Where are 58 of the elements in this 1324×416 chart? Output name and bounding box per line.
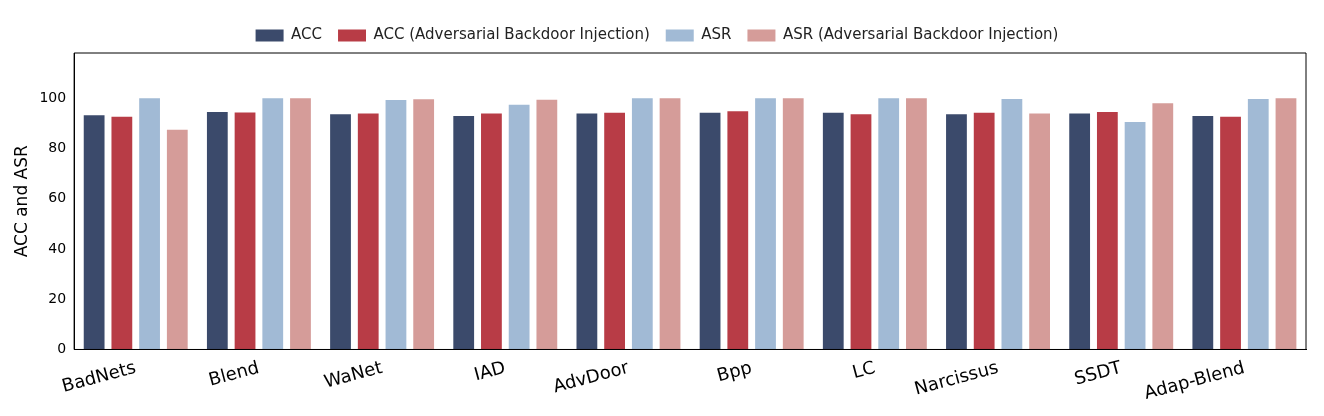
legend-label: ASR — [701, 25, 732, 44]
y-tick-label: 40 — [48, 239, 67, 256]
bar — [262, 98, 284, 350]
y-tick-label: 80 — [48, 139, 67, 156]
bar — [1152, 103, 1174, 350]
bar — [906, 98, 927, 350]
y-tick-label: 60 — [48, 189, 67, 206]
x-tick-label: Blend — [206, 356, 262, 390]
bar — [822, 112, 844, 350]
x-tick-label: SSDT — [1071, 355, 1125, 389]
bar — [385, 99, 407, 350]
bar — [290, 98, 311, 350]
x-tick-label: WaNet — [321, 356, 385, 392]
bar — [330, 114, 351, 350]
x-tick-label: IAD — [471, 356, 508, 385]
y-tick-label: 20 — [48, 289, 67, 306]
bar — [755, 98, 776, 350]
bar — [413, 99, 435, 350]
bar — [973, 112, 995, 350]
bar — [1029, 113, 1050, 350]
bar — [631, 98, 653, 350]
bar — [206, 112, 228, 350]
bar — [946, 114, 967, 350]
bar — [83, 115, 105, 350]
bar — [1096, 112, 1118, 350]
y-axis-title: ACC and ASR — [10, 145, 31, 258]
x-tick-label: LC — [849, 356, 878, 383]
bar — [1247, 98, 1269, 350]
bar — [166, 129, 188, 350]
bar — [699, 112, 721, 350]
bar — [508, 104, 530, 350]
x-tick-label: BadNets — [59, 356, 138, 396]
bar — [1192, 116, 1214, 350]
legend-label: ACC (Adversarial Backdoor Injection) — [373, 25, 650, 44]
y-tick-label: 0 — [57, 340, 67, 357]
bar — [659, 98, 681, 350]
bar — [453, 116, 475, 350]
x-tick-label: Bpp — [714, 356, 754, 386]
bar — [1275, 98, 1297, 350]
bar — [576, 113, 598, 350]
y-tick-label: 100 — [39, 88, 67, 105]
bar — [782, 98, 804, 350]
legend-label: ASR (Adversarial Backdoor Injection) — [782, 25, 1059, 44]
bar — [604, 112, 625, 350]
legend-label: ACC — [291, 25, 323, 44]
bar — [139, 98, 160, 350]
bar — [1124, 122, 1146, 350]
bar — [536, 99, 558, 350]
bar — [357, 113, 379, 350]
bar — [727, 111, 749, 350]
bar — [850, 114, 872, 350]
bar — [1001, 98, 1023, 350]
bar — [1220, 116, 1241, 350]
bar — [111, 116, 133, 350]
bar — [481, 113, 502, 350]
bar — [878, 98, 900, 350]
bar — [234, 112, 256, 350]
bar — [1069, 113, 1091, 350]
